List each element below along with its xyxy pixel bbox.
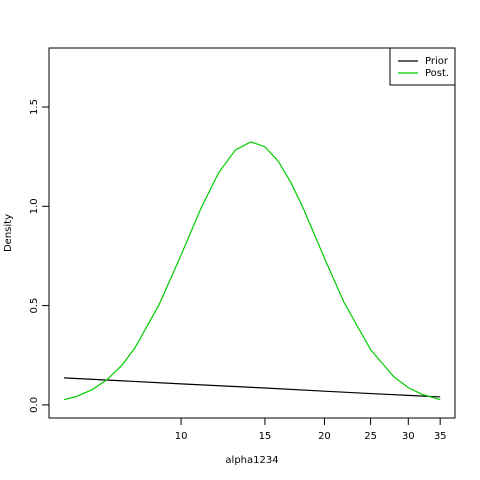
y-tick-label: 0.0 (29, 397, 40, 413)
x-tick-label: 25 (364, 431, 377, 442)
y-tick-label: 1.0 (29, 198, 40, 214)
plot-frame (48, 47, 456, 419)
y-tick-label: 1.5 (29, 99, 40, 115)
x-tick-label: 15 (259, 431, 272, 442)
x-tick-label: 35 (434, 431, 447, 442)
x-axis-label: alpha1234 (225, 455, 278, 466)
legend-label: Post. (425, 68, 449, 79)
series-line (63, 141, 441, 401)
y-axis-label: Density (3, 214, 14, 252)
legend-label: Prior (425, 56, 449, 67)
x-tick-label: 30 (402, 431, 415, 442)
legend-box (389, 47, 456, 86)
x-tick-label: 20 (318, 431, 331, 442)
y-tick-label: 0.5 (29, 298, 40, 314)
x-tick-label: 10 (175, 431, 188, 442)
series-line (64, 377, 441, 398)
